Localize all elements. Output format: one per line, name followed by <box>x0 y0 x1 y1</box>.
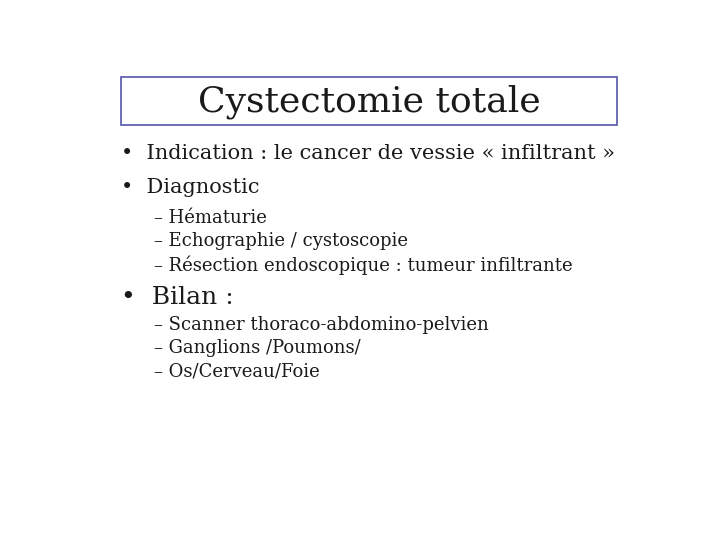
Text: Cystectomie totale: Cystectomie totale <box>197 84 541 119</box>
Text: – Scanner thoraco-abdomino-pelvien: – Scanner thoraco-abdomino-pelvien <box>154 316 489 334</box>
FancyBboxPatch shape <box>121 77 617 125</box>
Text: •  Indication : le cancer de vessie « infiltrant »: • Indication : le cancer de vessie « inf… <box>121 144 615 163</box>
Text: – Ganglions /Poumons/: – Ganglions /Poumons/ <box>154 339 361 357</box>
Text: – Hématurie: – Hématurie <box>154 209 267 227</box>
Text: – Echographie / cystoscopie: – Echographie / cystoscopie <box>154 232 408 251</box>
Text: •  Bilan :: • Bilan : <box>121 286 233 308</box>
Text: •  Diagnostic: • Diagnostic <box>121 178 259 197</box>
Text: – Os/Cerveau/Foie: – Os/Cerveau/Foie <box>154 362 320 380</box>
Text: – Résection endoscopique : tumeur infiltrante: – Résection endoscopique : tumeur infilt… <box>154 255 573 275</box>
